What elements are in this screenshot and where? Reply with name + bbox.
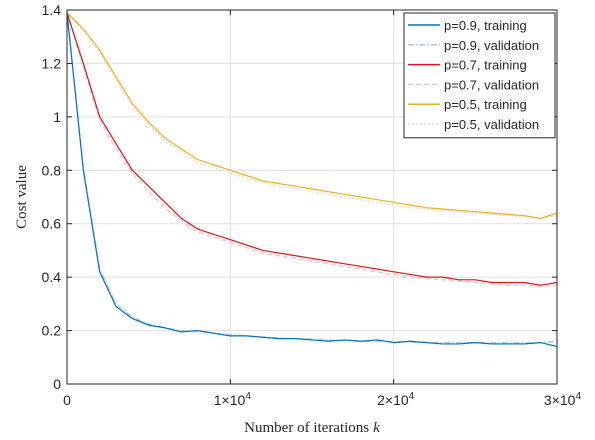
series-layer (66, 12, 558, 348)
series-line (66, 12, 558, 288)
y-tick-label: 1 (53, 109, 61, 125)
x-tick-label: 2×104 (377, 391, 415, 408)
series-line (66, 12, 558, 286)
legend-entry: p=0.7, validation (444, 77, 539, 92)
y-tick-label: 1.4 (42, 2, 62, 18)
tick-marks (66, 9, 558, 385)
y-tick-label: 0.2 (42, 323, 62, 339)
legend-entry: p=0.7, training (444, 58, 527, 73)
legend-entry: p=0.5, validation (444, 117, 539, 132)
y-tick-label: 0.6 (42, 216, 62, 232)
series-line (66, 12, 558, 344)
y-tick-label: 0.8 (42, 162, 62, 178)
series-line (66, 12, 558, 219)
legend-entry: p=0.9, training (444, 18, 527, 33)
x-tick-label: 0 (63, 392, 71, 408)
legend-entry: p=0.9, validation (444, 38, 539, 53)
y-tick-label: 0.4 (42, 269, 62, 285)
legend-entry: p=0.5, training (444, 97, 527, 112)
series-line (66, 12, 558, 348)
y-tick-label: 1.2 (42, 55, 62, 71)
axes-box (66, 9, 558, 385)
x-tick-label: 3×104 (544, 391, 582, 408)
x-axis-label: Number of iterations k (244, 420, 380, 436)
legend-box (403, 12, 556, 139)
legend: p=0.9, training p=0.9, validation p=0.7, t… (403, 12, 556, 139)
series-line (66, 12, 558, 220)
y-axis-label: Cost value (14, 165, 30, 229)
tick-labels: 0 0.2 0.4 0.6 0.8 1 1.2 1.4 0 1×104 2×104 3×104 (42, 2, 582, 408)
y-tick-label: 0 (53, 376, 61, 392)
x-tick-label: 1×104 (214, 391, 252, 408)
